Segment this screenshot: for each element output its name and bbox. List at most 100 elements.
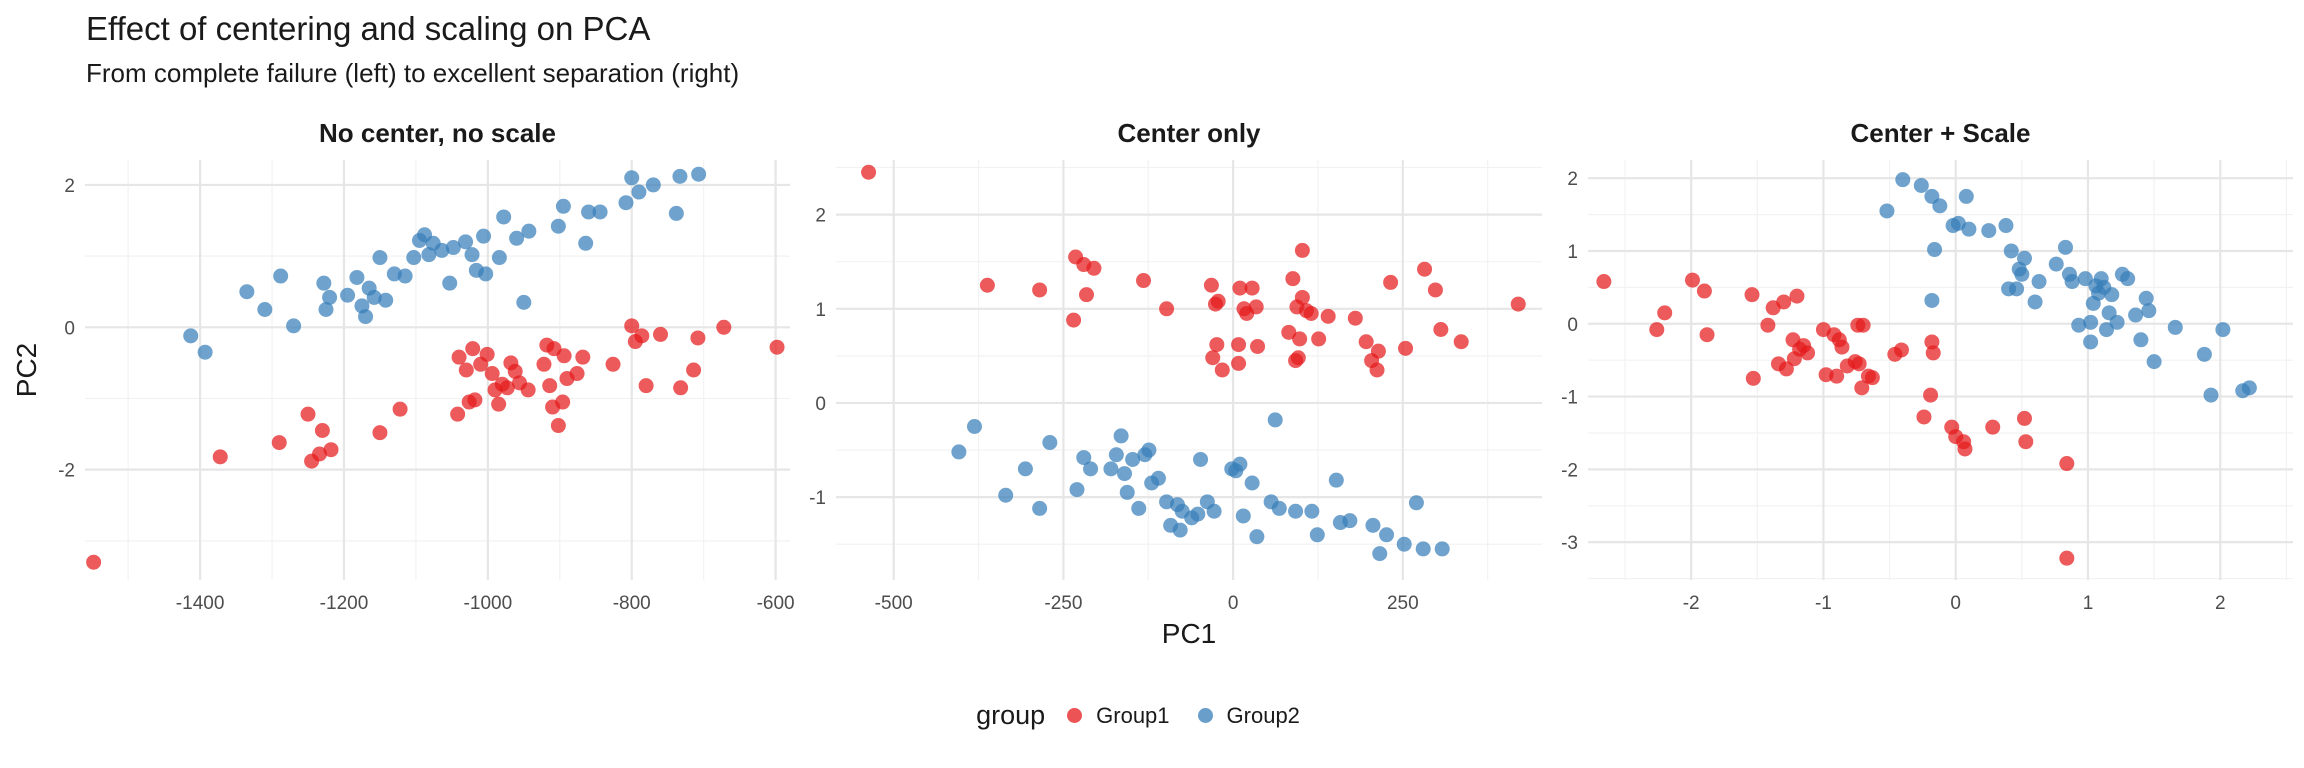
point-group2 xyxy=(1309,527,1325,543)
point-group2 xyxy=(1365,517,1381,533)
x-tick-label: 2 xyxy=(2215,593,2226,614)
point-group2 xyxy=(1304,503,1320,519)
point-group2 xyxy=(1408,495,1424,511)
x-tick-label: -1 xyxy=(1815,593,1832,614)
point-group2 xyxy=(478,266,494,282)
point-group1 xyxy=(1292,331,1308,347)
point-group2 xyxy=(624,170,640,186)
point-group2 xyxy=(1150,470,1166,486)
point-group2 xyxy=(1017,461,1033,477)
point-group1 xyxy=(1851,356,1867,372)
point-group1 xyxy=(1789,288,1805,304)
point-group1 xyxy=(1453,334,1469,350)
point-group1 xyxy=(1294,242,1310,258)
x-tick-label: -1000 xyxy=(464,593,513,614)
point-group2 xyxy=(2077,271,2093,287)
point-group2 xyxy=(1927,242,1943,258)
point-group1 xyxy=(624,318,640,334)
point-group2 xyxy=(1235,508,1251,524)
point-group1 xyxy=(467,392,483,408)
point-group1 xyxy=(2059,456,2075,472)
point-group1 xyxy=(1281,324,1297,340)
point-group1 xyxy=(314,423,330,439)
point-group1 xyxy=(979,277,995,293)
point-group1 xyxy=(507,363,523,379)
point-group2 xyxy=(2003,243,2019,259)
point-group2 xyxy=(340,287,356,303)
point-group1 xyxy=(1864,370,1880,386)
point-group2 xyxy=(445,240,461,256)
point-group1 xyxy=(491,396,507,412)
point-group2 xyxy=(998,487,1014,503)
point-group1 xyxy=(520,382,536,398)
point-group1 xyxy=(1957,441,1973,457)
point-group1 xyxy=(2018,434,2034,450)
point-group2 xyxy=(1141,442,1157,458)
point-group1 xyxy=(1854,380,1870,396)
point-group2 xyxy=(2146,354,2162,370)
y-tick-label: -1 xyxy=(809,488,826,509)
point-group1 xyxy=(271,435,287,451)
point-group1 xyxy=(458,362,474,378)
point-group2 xyxy=(2128,307,2144,323)
point-group1 xyxy=(1596,274,1612,290)
point-group2 xyxy=(1249,529,1265,545)
legend-swatch-group1 xyxy=(1067,708,1083,723)
point-group2 xyxy=(476,228,492,244)
point-group1 xyxy=(465,341,481,357)
point-group1 xyxy=(1383,274,1399,290)
y-axis-label: PC2 xyxy=(11,343,42,397)
point-group2 xyxy=(2083,314,2099,330)
point-group1 xyxy=(1032,282,1048,298)
point-group2 xyxy=(1328,472,1344,488)
point-group1 xyxy=(861,164,877,180)
panel-title: No center, no scale xyxy=(319,118,556,148)
point-group2 xyxy=(1117,466,1133,482)
point-group1 xyxy=(450,406,466,422)
point-group2 xyxy=(491,250,507,266)
point-group2 xyxy=(2196,346,2212,362)
point-group2 xyxy=(2109,314,2125,330)
point-group1 xyxy=(1745,370,1761,386)
point-group1 xyxy=(1916,409,1932,425)
point-group2 xyxy=(2104,287,2120,303)
point-group1 xyxy=(1231,355,1247,371)
y-tick-label: 2 xyxy=(815,206,826,227)
y-tick-label: 0 xyxy=(64,318,75,339)
point-group2 xyxy=(273,268,289,284)
point-group2 xyxy=(1083,461,1099,477)
legend-title: group xyxy=(976,700,1046,730)
point-group2 xyxy=(1069,482,1085,498)
point-group2 xyxy=(1190,506,1206,522)
point-group1 xyxy=(556,348,572,364)
legend-swatch-group2 xyxy=(1197,708,1213,723)
point-group2 xyxy=(2071,317,2087,333)
point-group1 xyxy=(536,356,552,372)
point-group1 xyxy=(769,339,785,355)
x-axis-label: PC1 xyxy=(1162,618,1216,649)
point-group2 xyxy=(322,289,338,305)
point-group2 xyxy=(1244,475,1260,491)
point-group1 xyxy=(1657,305,1673,321)
point-group1 xyxy=(1649,322,1665,338)
point-group1 xyxy=(1214,362,1230,378)
point-group2 xyxy=(2014,266,2030,282)
point-group2 xyxy=(1172,522,1188,538)
point-group1 xyxy=(1250,338,1266,354)
point-group1 xyxy=(1696,283,1712,299)
point-group1 xyxy=(1398,340,1414,356)
point-group1 xyxy=(1417,261,1433,277)
point-group2 xyxy=(1193,451,1209,467)
point-group2 xyxy=(1042,435,1058,451)
point-group1 xyxy=(555,394,571,410)
legend-item-group2: Group2 xyxy=(1197,703,1300,729)
point-group1 xyxy=(1358,334,1374,350)
y-tick-label: 0 xyxy=(1567,315,1578,336)
point-group2 xyxy=(1396,536,1412,552)
point-group2 xyxy=(2167,319,2183,335)
point-group1 xyxy=(484,366,500,382)
point-group1 xyxy=(1347,310,1363,326)
point-group2 xyxy=(1895,172,1911,188)
point-group1 xyxy=(86,554,102,570)
legend: group Group1 Group2 xyxy=(0,700,2304,731)
